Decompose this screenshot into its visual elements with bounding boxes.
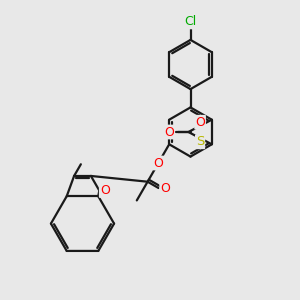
Text: O: O	[164, 125, 174, 139]
Text: Cl: Cl	[184, 15, 196, 28]
Text: O: O	[100, 184, 110, 197]
Text: S: S	[196, 135, 204, 148]
Text: O: O	[154, 157, 163, 169]
Text: O: O	[160, 182, 170, 194]
Text: O: O	[195, 116, 205, 129]
